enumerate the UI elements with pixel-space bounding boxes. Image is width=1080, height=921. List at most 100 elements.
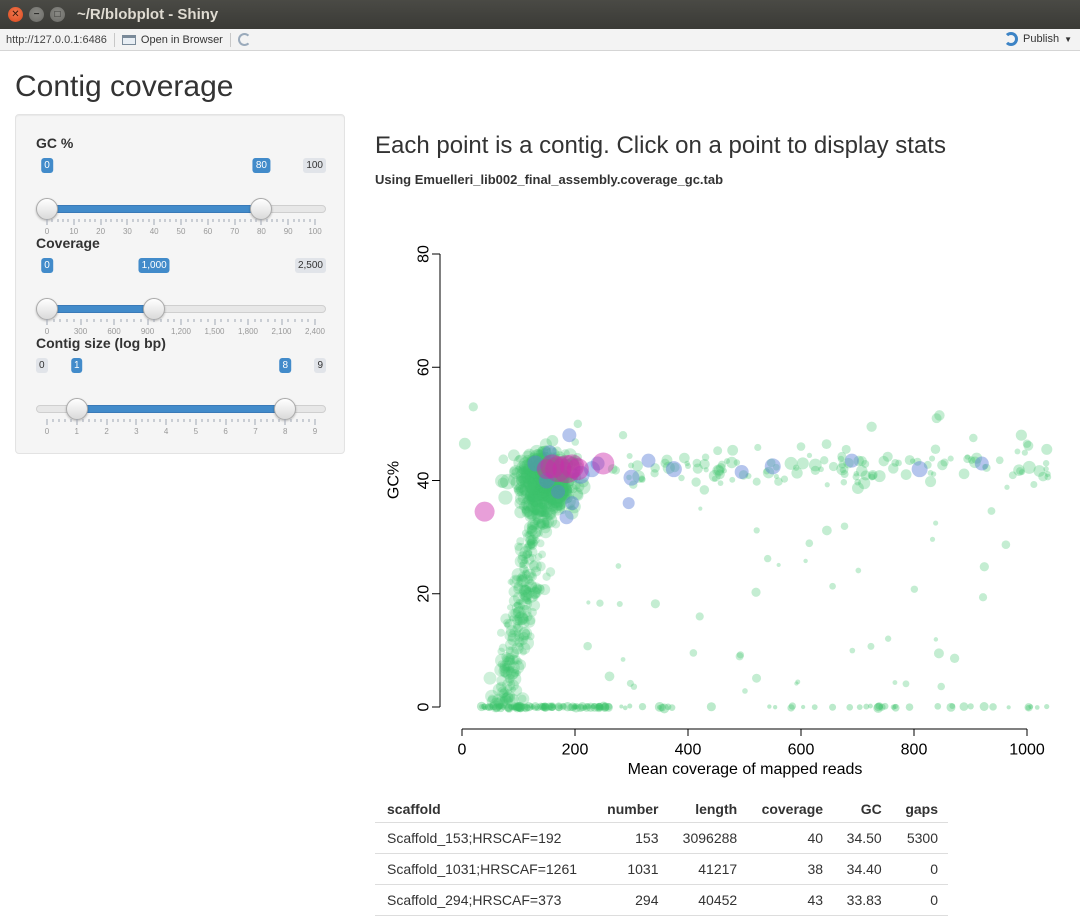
contig-point[interactable] xyxy=(541,465,554,478)
contig-point[interactable] xyxy=(518,457,533,472)
contig-point[interactable] xyxy=(535,518,546,529)
contig-point[interactable] xyxy=(540,447,549,456)
contig-point[interactable] xyxy=(496,628,505,637)
contig-point[interactable] xyxy=(510,607,521,619)
contig-point[interactable] xyxy=(522,463,534,475)
contig-point[interactable] xyxy=(553,474,563,484)
contig-point[interactable] xyxy=(712,464,725,477)
contig-point[interactable] xyxy=(533,475,540,483)
contig-point[interactable] xyxy=(527,534,538,545)
contig-point[interactable] xyxy=(541,482,551,493)
slider-high-handle[interactable] xyxy=(274,398,297,420)
contig-point[interactable] xyxy=(507,449,520,462)
contig-point[interactable] xyxy=(518,584,530,596)
contig-point[interactable] xyxy=(541,518,553,530)
contig-point[interactable] xyxy=(546,705,552,711)
contig-point[interactable] xyxy=(537,449,546,458)
contig-point[interactable] xyxy=(854,478,861,486)
contig-point[interactable] xyxy=(531,474,542,485)
contig-point-magenta[interactable] xyxy=(540,454,565,479)
contig-point[interactable] xyxy=(547,463,555,471)
contig-point[interactable] xyxy=(514,702,523,712)
contig-point[interactable] xyxy=(540,458,554,472)
contig-point[interactable] xyxy=(544,508,557,520)
contig-point[interactable] xyxy=(534,460,549,475)
contig-point[interactable] xyxy=(534,705,540,710)
contig-point[interactable] xyxy=(525,704,531,709)
contig-point[interactable] xyxy=(528,493,536,502)
contig-point[interactable] xyxy=(540,481,554,495)
contig-point[interactable] xyxy=(560,475,570,484)
contig-point[interactable] xyxy=(550,488,567,505)
contig-point[interactable] xyxy=(1044,703,1050,710)
contig-point[interactable] xyxy=(840,478,848,486)
contig-point[interactable] xyxy=(538,461,549,473)
contig-point[interactable] xyxy=(933,648,944,659)
contig-point[interactable] xyxy=(590,703,600,712)
slider-high-handle[interactable] xyxy=(250,198,273,220)
contig-point[interactable] xyxy=(527,518,539,531)
contig-point[interactable] xyxy=(571,704,578,711)
contig-point[interactable] xyxy=(933,637,939,642)
contig-point[interactable] xyxy=(528,559,542,573)
contig-point[interactable] xyxy=(503,618,512,628)
gc-slider[interactable]: GC % 100 0 80 0 10 20 30 40 50 60 70 80 90 100 xyxy=(36,135,326,236)
contig-point[interactable] xyxy=(514,611,528,626)
contig-point[interactable] xyxy=(839,466,846,474)
contig-point[interactable] xyxy=(527,578,534,586)
contig-point[interactable] xyxy=(550,704,556,709)
contig-point[interactable] xyxy=(538,471,554,488)
contig-point[interactable] xyxy=(629,480,638,489)
contig-point[interactable] xyxy=(548,478,561,492)
contig-point[interactable] xyxy=(526,491,542,507)
contig-point[interactable] xyxy=(530,502,538,510)
contig-point[interactable] xyxy=(539,482,546,490)
contig-point[interactable] xyxy=(520,465,527,473)
contig-point[interactable] xyxy=(537,584,545,592)
contig-point[interactable] xyxy=(622,705,628,711)
contig-point[interactable] xyxy=(489,700,502,713)
contig-point[interactable] xyxy=(556,479,569,492)
contig-point[interactable] xyxy=(522,478,532,488)
contig-point[interactable] xyxy=(596,599,604,607)
contig-point[interactable] xyxy=(531,539,538,546)
contig-point[interactable] xyxy=(522,465,532,474)
contig-point[interactable] xyxy=(533,466,546,479)
contig-point[interactable] xyxy=(507,578,514,585)
contig-point[interactable] xyxy=(548,497,556,506)
contig-point[interactable] xyxy=(1022,439,1032,448)
contig-point[interactable] xyxy=(546,485,561,500)
contig-point[interactable] xyxy=(582,705,588,710)
contig-point[interactable] xyxy=(543,492,558,507)
contig-point[interactable] xyxy=(717,480,724,486)
contig-point[interactable] xyxy=(554,487,562,494)
contig-point[interactable] xyxy=(522,495,532,506)
contig-point[interactable] xyxy=(544,487,552,494)
contig-point[interactable] xyxy=(508,654,519,666)
contig-point[interactable] xyxy=(958,468,970,480)
contig-point[interactable] xyxy=(522,611,533,622)
contig-point[interactable] xyxy=(787,704,795,712)
contig-point[interactable] xyxy=(526,521,538,533)
contig-point[interactable] xyxy=(715,469,725,480)
contig-point[interactable] xyxy=(763,468,770,475)
contig-point[interactable] xyxy=(545,702,554,711)
contig-point[interactable] xyxy=(508,595,521,607)
contig-point[interactable] xyxy=(550,484,560,494)
contig-point[interactable] xyxy=(535,469,543,477)
contig-point[interactable] xyxy=(573,468,581,476)
contig-point[interactable] xyxy=(1034,705,1040,710)
contig-point[interactable] xyxy=(539,488,552,501)
contig-point[interactable] xyxy=(503,693,516,706)
contig-point[interactable] xyxy=(545,456,559,471)
contig-point[interactable] xyxy=(504,673,515,684)
contig-point[interactable] xyxy=(562,478,573,489)
contig-point[interactable] xyxy=(508,472,522,486)
contig-point[interactable] xyxy=(753,527,760,534)
contig-point[interactable] xyxy=(1025,704,1032,711)
contig-point[interactable] xyxy=(544,481,559,497)
contig-point[interactable] xyxy=(532,462,544,474)
contig-point[interactable] xyxy=(514,623,524,633)
contig-point[interactable] xyxy=(541,466,555,479)
contig-point[interactable] xyxy=(458,437,471,450)
